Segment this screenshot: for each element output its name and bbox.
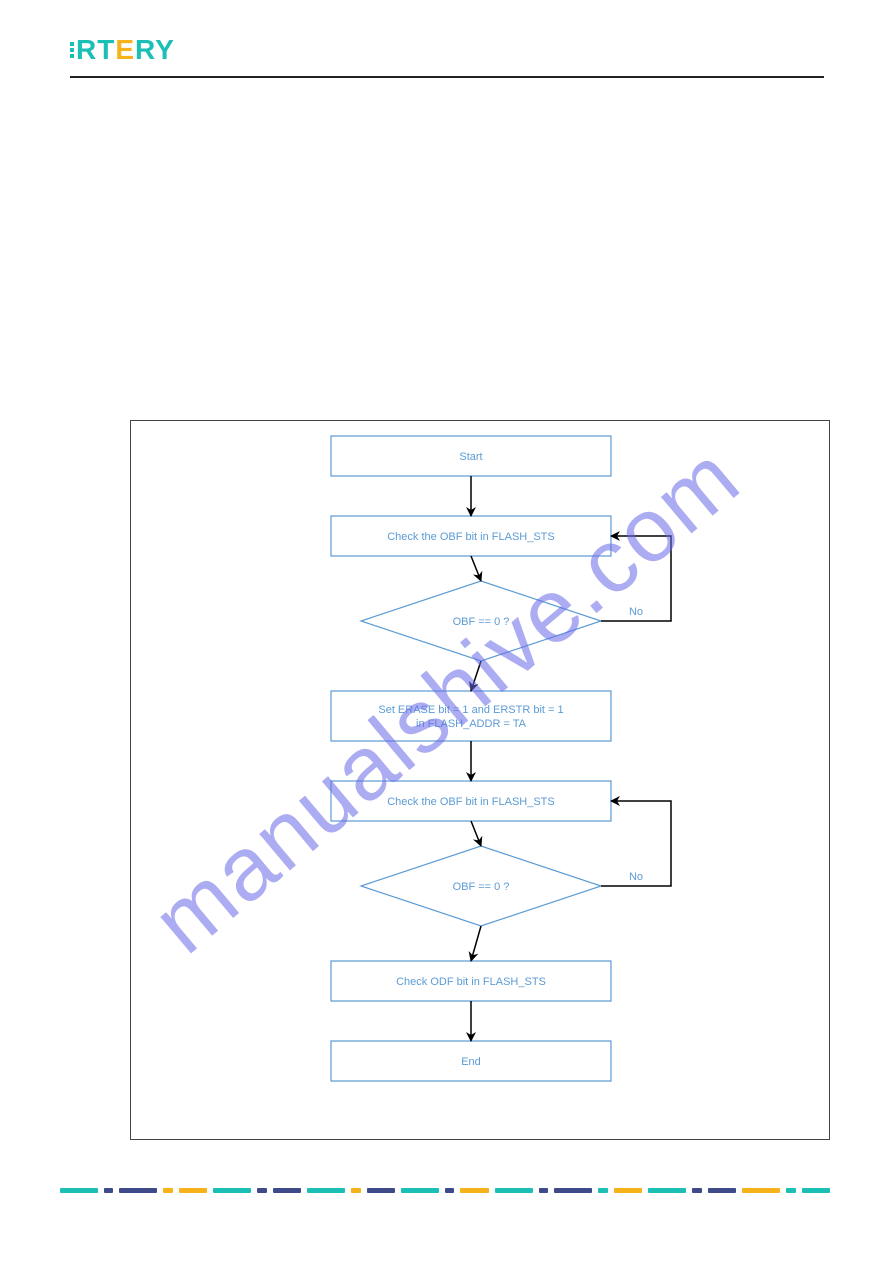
- svg-text:No: No: [629, 606, 643, 618]
- footer-dash: [367, 1188, 395, 1193]
- footer-dash: [179, 1188, 207, 1193]
- footer-dash: [445, 1188, 454, 1193]
- logo-dots-icon: [70, 41, 74, 59]
- footer-dash: [257, 1188, 266, 1193]
- footer-dash: [598, 1188, 607, 1193]
- svg-text:Check the OBF bit in FLASH_STS: Check the OBF bit in FLASH_STS: [387, 796, 555, 808]
- footer-dash: [60, 1188, 98, 1193]
- artery-logo: RT E RY: [70, 30, 824, 70]
- footer-dash: [104, 1188, 113, 1193]
- svg-text:Set ERASE bit = 1 and ERSTR bi: Set ERASE bit = 1 and ERSTR bit = 1: [378, 704, 563, 716]
- footer-dash: [708, 1188, 736, 1193]
- page-header: RT E RY: [70, 30, 824, 78]
- svg-text:Check the OBF bit in FLASH_STS: Check the OBF bit in FLASH_STS: [387, 531, 555, 543]
- flowchart-figure: Start Check the OBF bit in FLASH_STS OBF =…: [130, 420, 830, 1140]
- footer-dash: [119, 1188, 157, 1193]
- footer-dash: [460, 1188, 488, 1193]
- footer-dash: [554, 1188, 592, 1193]
- svg-text:Start: Start: [459, 451, 482, 463]
- footer-dash: [786, 1188, 795, 1193]
- footer-dash: [351, 1188, 360, 1193]
- header-rule: [70, 76, 824, 78]
- footer-dash: [495, 1188, 533, 1193]
- svg-text:End: End: [461, 1056, 481, 1068]
- footer-dash: [692, 1188, 701, 1193]
- svg-text:in FLASH_ADDR = TA: in FLASH_ADDR = TA: [416, 718, 527, 730]
- logo-text-mid: E: [115, 34, 135, 66]
- footer-dash: [163, 1188, 172, 1193]
- svg-text:Check ODF bit in FLASH_STS: Check ODF bit in FLASH_STS: [396, 976, 546, 988]
- footer-dash: [307, 1188, 345, 1193]
- footer-dash: [648, 1188, 686, 1193]
- footer-dash-strip: [60, 1187, 830, 1193]
- footer-dash: [614, 1188, 642, 1193]
- flowchart-svg: Start Check the OBF bit in FLASH_STS OBF =…: [131, 421, 831, 1141]
- logo-text-pre: RT: [76, 34, 115, 66]
- footer-dash: [802, 1188, 830, 1193]
- logo-prefix: RT: [70, 34, 115, 66]
- logo-text-post: RY: [135, 34, 175, 66]
- footer-dash: [539, 1188, 548, 1193]
- footer-dash: [213, 1188, 251, 1193]
- svg-text:OBF == 0 ?: OBF == 0 ?: [453, 616, 510, 628]
- footer-dash: [273, 1188, 301, 1193]
- svg-text:OBF == 0 ?: OBF == 0 ?: [453, 881, 510, 893]
- footer-dash: [742, 1188, 780, 1193]
- svg-text:No: No: [629, 871, 643, 883]
- footer-dash: [401, 1188, 439, 1193]
